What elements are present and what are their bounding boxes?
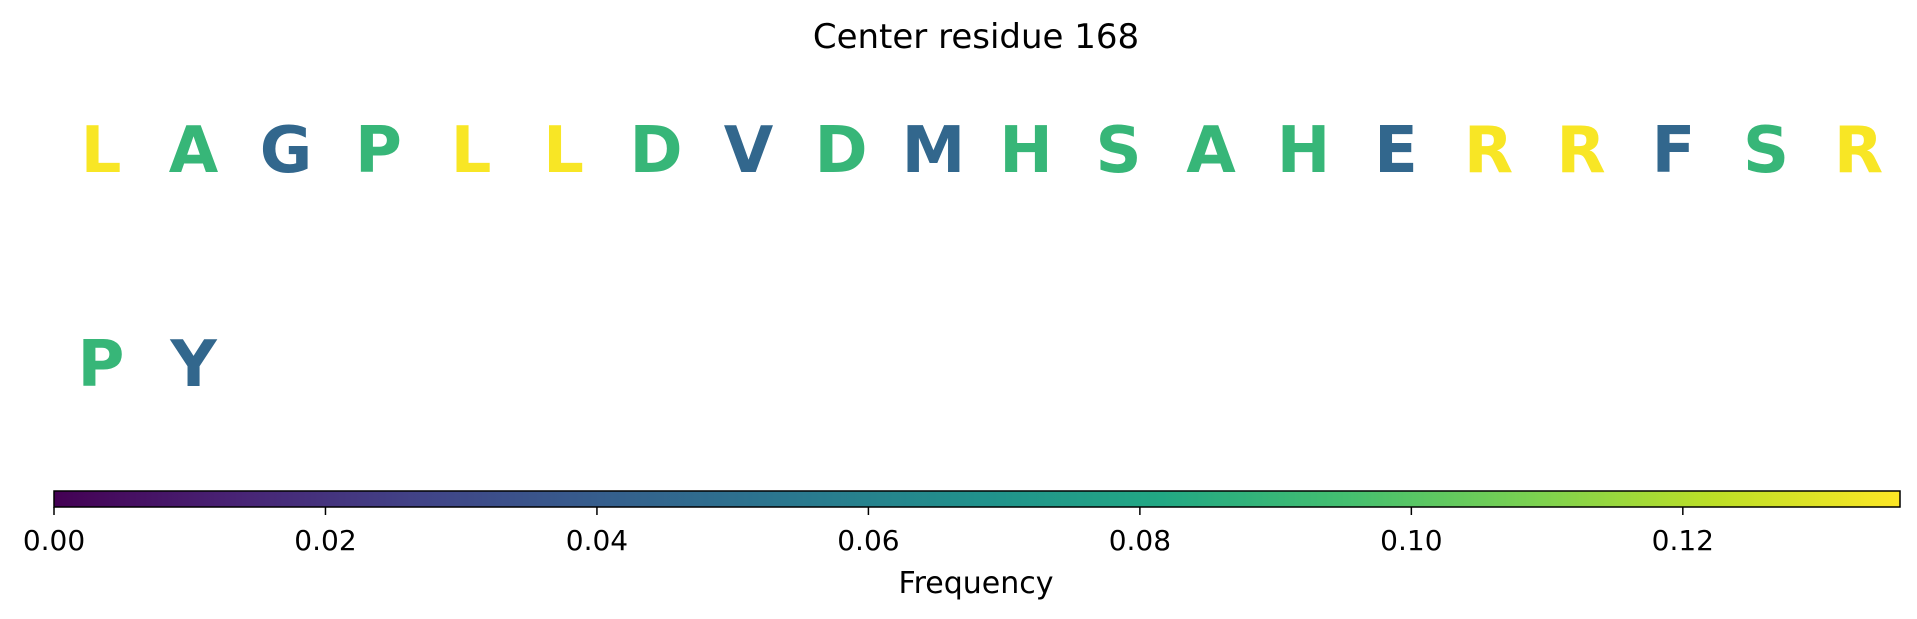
colorbar-tick-label: 0.04 [566,524,628,557]
residue-letter: A [169,114,219,188]
residue-letter: G [260,114,313,188]
residue-letter: R [1464,114,1513,188]
residue-letter: A [1186,114,1236,188]
residue-letter: D [814,114,867,188]
residue-letter: M [902,114,966,188]
residue-letter: S [1095,114,1141,188]
colorbar-tick-label: 0.02 [294,524,356,557]
residue-letter: P [355,114,402,188]
colorbar-tick-label: 0.10 [1380,524,1442,557]
residue-letter: D [629,114,682,188]
colorbar [53,490,1901,508]
residue-letter: Y [169,328,217,402]
residue-letter: F [1652,114,1696,188]
colorbar-label: Frequency [899,566,1054,601]
residue-letter: P [78,328,125,402]
residue-letter: L [451,114,492,188]
residue-letter: H [1277,114,1331,188]
colorbar-tick-label: 0.06 [837,524,899,557]
residue-letter: V [724,114,774,188]
residue-letter: L [81,114,122,188]
residue-letter: H [999,114,1053,188]
residue-letter: L [543,114,584,188]
chart-title: Center residue 168 [813,17,1139,57]
residue-letter: S [1743,114,1789,188]
residue-letter: R [1556,114,1605,188]
colorbar-tick-label: 0.08 [1109,524,1171,557]
colorbar-ticks: 0.00 0.02 0.04 0.06 0.08 0.10 0.12 [23,507,1714,557]
colorbar-tick-label: 0.12 [1652,524,1714,557]
residue-letter: R [1834,114,1883,188]
residue-letters: L A G P L L D V D M H S A H E R R F S RP Y [78,114,1884,402]
residue-letter: E [1374,114,1418,188]
colorbar-tick-label: 0.00 [23,524,85,557]
